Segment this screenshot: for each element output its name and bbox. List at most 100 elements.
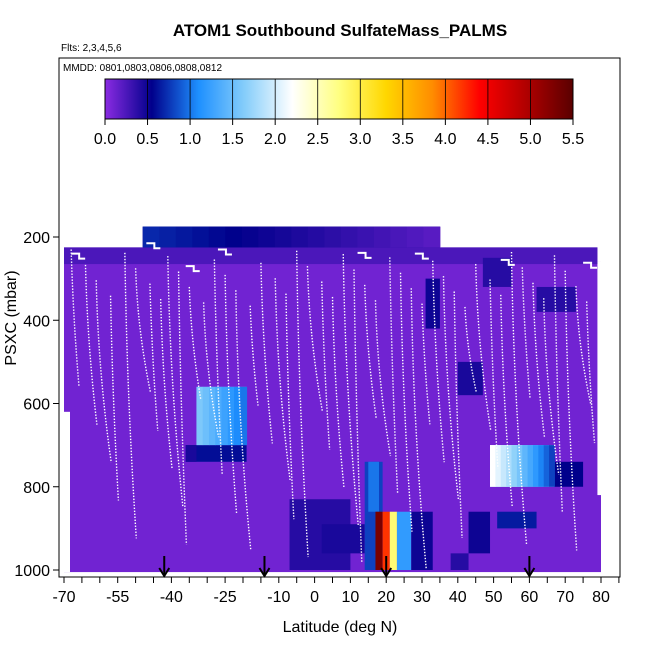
heatmap-cell bbox=[500, 445, 507, 487]
y-tick-label: 600 bbox=[23, 397, 50, 414]
colorbar: 0.0 0.5 1.0 1.5 2.0 2.5 3.0 3.5 4.0 4.5 5.0 5.5 bbox=[94, 78, 584, 148]
heatmap-cell bbox=[227, 386, 235, 446]
colorbar-tick-label: 3.0 bbox=[349, 131, 371, 148]
heatmap-cell bbox=[536, 286, 576, 312]
flight-track bbox=[500, 294, 513, 507]
colorbar-tick-label: 3.5 bbox=[392, 131, 414, 148]
heatmap-cell bbox=[64, 247, 598, 265]
flight-track bbox=[421, 303, 431, 425]
colorbar-tick-label: 2.0 bbox=[264, 131, 286, 148]
x-tick-label: -70 bbox=[52, 589, 75, 606]
flight-track bbox=[564, 270, 578, 551]
heatmap-cell bbox=[468, 511, 491, 554]
flight-track-level bbox=[185, 265, 200, 273]
flight-track bbox=[464, 306, 478, 393]
flight-track-level bbox=[414, 252, 429, 260]
heatmap-cell bbox=[522, 445, 529, 487]
flight-track bbox=[321, 281, 331, 450]
heatmap-cell bbox=[543, 445, 550, 487]
heatmap-cell bbox=[225, 226, 243, 248]
heatmap-cell bbox=[258, 226, 276, 248]
x-axis: -70 -55 -40 -25 -10 0 10 20 30 40 50 60 70 80 bbox=[52, 577, 620, 606]
flights-label: Flts: 2,3,4,5,6 bbox=[61, 43, 122, 54]
y-axis: 200 400 600 800 1000 bbox=[14, 230, 59, 580]
heatmap-cell bbox=[274, 226, 292, 248]
colorbar-tick-label: 0.0 bbox=[94, 131, 116, 148]
heatmap-cell bbox=[423, 226, 441, 248]
heatmap-cell bbox=[234, 386, 241, 446]
flight-track bbox=[585, 301, 596, 444]
heatmap-cell bbox=[368, 461, 380, 512]
heatmap-cell bbox=[221, 386, 229, 446]
heatmap-cell bbox=[382, 511, 390, 570]
heatmap-cell bbox=[159, 226, 177, 248]
flight-track bbox=[475, 264, 492, 431]
flight-track bbox=[389, 257, 399, 494]
colorbar-border bbox=[104, 78, 574, 120]
x-tick-label: 0 bbox=[310, 589, 319, 606]
heatmap-cell bbox=[192, 226, 210, 248]
flight-track-level bbox=[71, 252, 86, 260]
heatmap-cell bbox=[425, 278, 440, 329]
x-tick-label: -55 bbox=[106, 589, 129, 606]
heatmap-cell bbox=[390, 226, 408, 248]
heatmap-cell bbox=[411, 511, 433, 570]
heatmap-cell bbox=[196, 386, 204, 446]
flight-track bbox=[442, 276, 460, 501]
flight-track bbox=[124, 252, 138, 539]
colorbar-tick-label: 5.5 bbox=[562, 131, 584, 148]
flight-track-level bbox=[583, 261, 598, 269]
heatmap-cell bbox=[324, 226, 342, 248]
x-tick-label: 70 bbox=[556, 589, 574, 606]
latitude-marker-arrow bbox=[523, 556, 536, 578]
flight-track bbox=[575, 286, 592, 406]
heatmap-cell bbox=[375, 511, 383, 570]
latitude-marker-arrow bbox=[380, 556, 393, 578]
heatmap-cell bbox=[389, 511, 397, 570]
heatmap-cell bbox=[208, 386, 216, 446]
heatmap-cell bbox=[396, 511, 412, 570]
flight-track bbox=[543, 298, 560, 475]
colorbar-tick-label: 0.5 bbox=[136, 131, 158, 148]
colorbar-tick-label: 4.0 bbox=[434, 131, 456, 148]
colorbar-tick-label: 2.5 bbox=[307, 131, 329, 148]
heatmap-cell bbox=[357, 226, 375, 248]
flight-track-level bbox=[217, 248, 232, 256]
x-tick-label: -25 bbox=[214, 589, 237, 606]
flight-track-level bbox=[357, 251, 372, 259]
flight-track bbox=[274, 278, 291, 482]
colorbar-gradient bbox=[105, 79, 573, 119]
flight-track bbox=[177, 271, 188, 545]
heatmap-cell bbox=[538, 445, 545, 487]
flight-track bbox=[432, 260, 445, 463]
flight-track bbox=[70, 249, 80, 387]
y-tick-label: 200 bbox=[23, 230, 50, 247]
heatmap-cell bbox=[549, 445, 555, 487]
heatmap-cell bbox=[554, 461, 584, 487]
data-gap bbox=[597, 261, 609, 496]
heatmap-cell bbox=[450, 553, 469, 570]
flight-track bbox=[342, 254, 359, 526]
x-tick-label: 20 bbox=[377, 589, 395, 606]
flight-track-level bbox=[146, 242, 161, 250]
colorbar-tick-label: 4.5 bbox=[477, 131, 499, 148]
data-gap bbox=[64, 411, 70, 573]
heatmap-cell bbox=[142, 226, 160, 248]
flight-track bbox=[109, 295, 120, 501]
heatmap-cell bbox=[406, 226, 424, 248]
latitude-markers bbox=[158, 556, 536, 578]
heatmap-cell bbox=[291, 226, 309, 248]
colorbar-tick-label: 1.5 bbox=[222, 131, 244, 148]
heatmap-cell bbox=[457, 361, 483, 396]
flight-track bbox=[260, 262, 274, 444]
heatmap-cell bbox=[175, 226, 193, 248]
flight-track bbox=[95, 280, 112, 463]
heatmap-cell bbox=[482, 257, 512, 287]
x-tick-label: 10 bbox=[342, 589, 360, 606]
x-axis-label: Latitude (deg N) bbox=[283, 619, 398, 636]
flight-track bbox=[364, 284, 377, 419]
flight-track bbox=[331, 296, 345, 488]
flight-track bbox=[353, 269, 363, 564]
flight-track bbox=[399, 272, 413, 532]
flight-track bbox=[453, 291, 463, 538]
